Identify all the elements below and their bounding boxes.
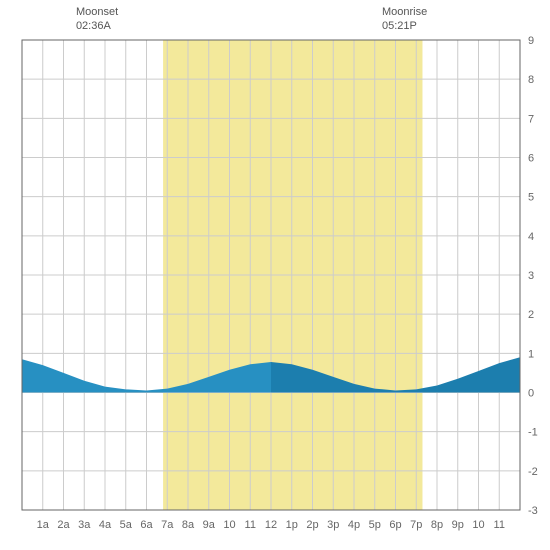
x-tick-label: 5a <box>120 519 133 531</box>
x-tick-label: 1a <box>37 519 50 531</box>
y-tick-label: 5 <box>528 192 534 204</box>
x-tick-label: 3a <box>78 519 91 531</box>
x-tick-label: 1p <box>286 519 298 531</box>
x-tick-label: 9a <box>203 519 216 531</box>
moon-event-title: Moonset <box>76 6 118 18</box>
x-tick-label: 11 <box>245 519 256 531</box>
y-tick-label: 9 <box>528 35 534 47</box>
y-tick-label: -1 <box>528 427 538 439</box>
x-tick-label: 2p <box>306 519 318 531</box>
y-tick-label: 2 <box>528 309 534 321</box>
x-tick-label: 10 <box>223 519 235 531</box>
x-tick-label: 9p <box>452 519 464 531</box>
y-tick-label: 0 <box>528 388 534 400</box>
y-tick-label: 8 <box>528 74 534 86</box>
x-tick-label: 4a <box>99 519 112 531</box>
x-tick-label: 4p <box>348 519 360 531</box>
x-tick-label: 10 <box>472 519 484 531</box>
x-tick-label: 3p <box>327 519 339 531</box>
x-tick-label: 5p <box>369 519 381 531</box>
moon-event-time: 02:36A <box>76 20 112 32</box>
x-tick-label: 7p <box>410 519 422 531</box>
tide-chart: -3-2-101234567891a2a3a4a5a6a7a8a9a101112… <box>0 0 550 550</box>
y-tick-label: 6 <box>528 153 534 165</box>
chart-svg: -3-2-101234567891a2a3a4a5a6a7a8a9a101112… <box>0 0 550 550</box>
moon-event-time: 05:21P <box>382 20 417 32</box>
x-tick-label: 11 <box>494 519 505 531</box>
y-tick-label: -3 <box>528 505 538 517</box>
x-tick-label: 8p <box>431 519 443 531</box>
x-tick-label: 7a <box>161 519 174 531</box>
x-tick-label: 2a <box>57 519 70 531</box>
y-tick-label: 1 <box>528 348 534 360</box>
x-tick-label: 8a <box>182 519 195 531</box>
moon-event-title: Moonrise <box>382 6 427 18</box>
y-tick-label: 4 <box>528 231 534 243</box>
x-tick-label: 12 <box>265 519 277 531</box>
x-tick-label: 6p <box>389 519 401 531</box>
y-tick-label: 3 <box>528 270 534 282</box>
x-tick-label: 6a <box>140 519 153 531</box>
y-tick-label: 7 <box>528 113 534 125</box>
y-tick-label: -2 <box>528 466 538 478</box>
